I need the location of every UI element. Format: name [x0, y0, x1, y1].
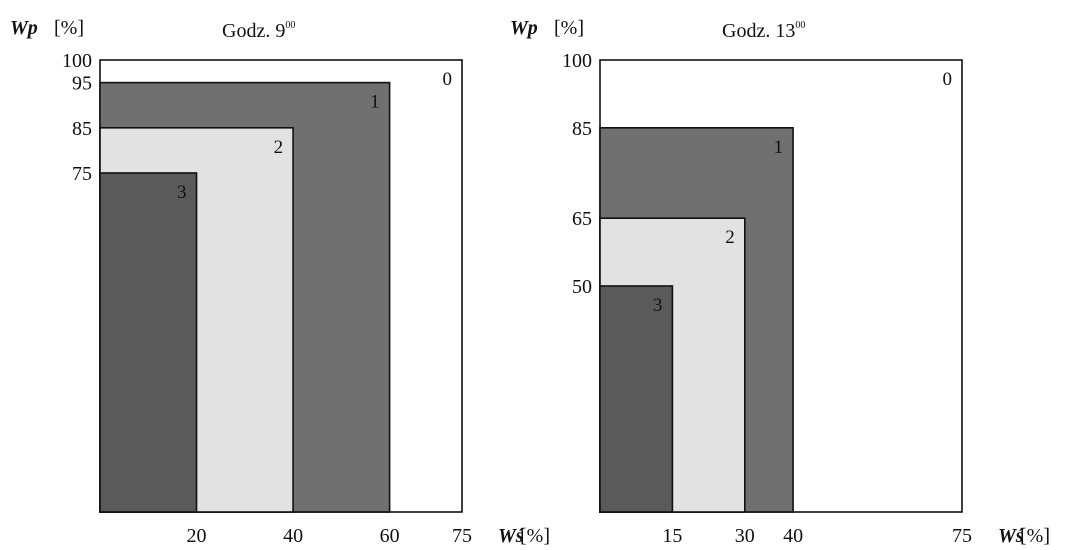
x-axis-name: Wś [998, 525, 1025, 547]
zone-2-label: 2 [725, 227, 735, 248]
zone-1-label: 1 [774, 137, 784, 158]
y-tick-label: 95 [72, 73, 92, 95]
x-tick-label: 40 [783, 525, 803, 547]
y-axis-unit: [%] [554, 17, 584, 39]
y-tick-label: 65 [572, 208, 592, 230]
chart-title-text: Godz. 13 [722, 20, 795, 42]
x-tick-label: 40 [283, 525, 303, 547]
zone-3-rect [599, 285, 674, 513]
zone-3-label: 3 [177, 182, 187, 203]
y-axis-unit: [%] [54, 17, 84, 39]
x-tick-label: 15 [662, 525, 682, 547]
y-tick-label: 100 [562, 50, 592, 72]
chart-title-sup: 00 [285, 20, 295, 31]
zone-2-label: 2 [274, 137, 284, 158]
y-axis-name: Wp [510, 17, 538, 39]
chart-title-text: Godz. 9 [222, 20, 285, 42]
x-axis-unit: [%] [520, 525, 550, 547]
chart-title: Godz. 1300 [722, 20, 805, 42]
y-tick-label: 50 [572, 276, 592, 298]
y-tick-label: 75 [72, 163, 92, 185]
zone-0-label: 0 [943, 69, 953, 90]
x-tick-label: 75 [952, 525, 972, 547]
x-tick-label: 30 [735, 525, 755, 547]
zone-1-label: 1 [370, 92, 380, 113]
zone-0-label: 0 [443, 69, 453, 90]
chart-title: Godz. 900 [222, 20, 295, 42]
x-tick-label: 75 [452, 525, 472, 547]
y-tick-label: 85 [72, 118, 92, 140]
x-tick-label: 60 [380, 525, 400, 547]
x-axis-unit: [%] [1020, 525, 1050, 547]
chart-title-sup: 00 [795, 20, 805, 31]
zone-3-label: 3 [653, 295, 663, 316]
x-tick-label: 20 [187, 525, 207, 547]
zone-3-rect [99, 172, 198, 513]
y-axis-name: Wp [10, 17, 38, 39]
y-tick-label: 100 [62, 50, 92, 72]
y-tick-label: 85 [572, 118, 592, 140]
x-axis-name: Wś [498, 525, 525, 547]
